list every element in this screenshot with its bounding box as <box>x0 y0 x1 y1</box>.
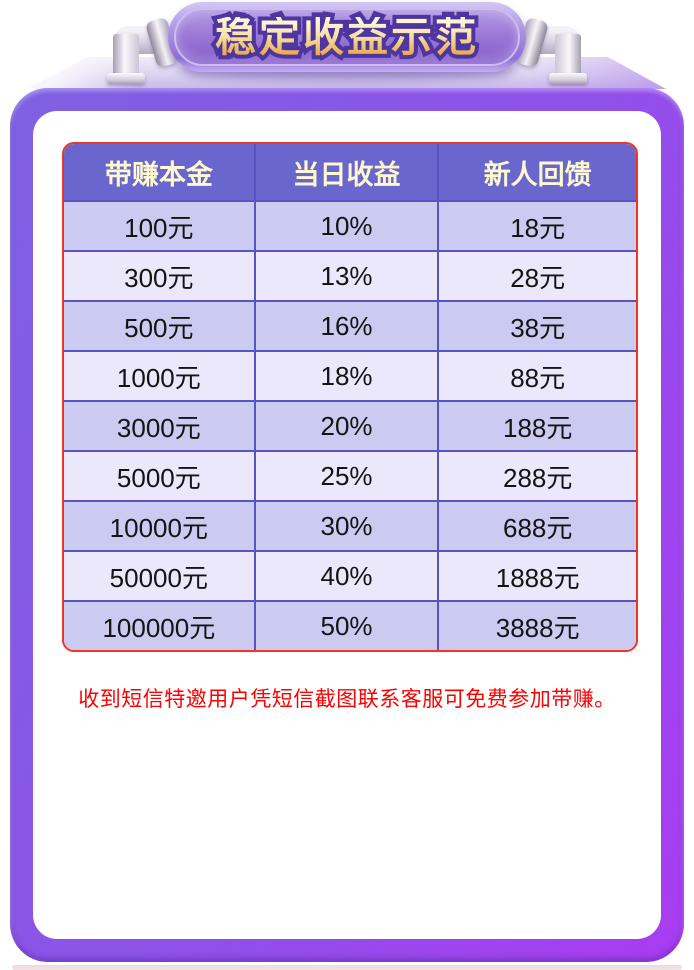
cell-newcomer-bonus: 38元 <box>510 312 566 343</box>
cell-principal: 3000元 <box>64 402 256 450</box>
table-row: 300元 13% 28元 <box>64 250 636 300</box>
pipe-flange-icon <box>107 73 145 84</box>
table-row: 50000元 40% 1888元 <box>64 550 636 600</box>
banner-title: 稳定收益示范 <box>215 13 479 60</box>
cell-newcomer-bonus: 688元 <box>502 512 573 543</box>
panel-frame: 带赚本金 当日收益 新人回馈 100元 10% 18元 300元 13% 28元… <box>10 88 684 962</box>
table-row: 5000元 25% 288元 <box>64 450 636 500</box>
header-cell-principal: 带赚本金 <box>64 144 256 200</box>
cell-principal: 500元 <box>64 302 256 350</box>
cell-newcomer-bonus: 3888元 <box>495 612 580 643</box>
cell-principal: 5000元 <box>64 452 256 500</box>
cell-newcomer-bonus: 88元 <box>510 362 566 393</box>
cell-daily-return: 40% <box>256 552 440 600</box>
cell-principal: 100000元 <box>64 602 256 650</box>
pipe-right <box>514 16 592 84</box>
cell-newcomer-bonus: 18元 <box>510 212 566 243</box>
table-row: 100000元 50% 3888元 <box>64 600 636 650</box>
banner-title-outline: 稳定收益示范 <box>211 12 480 61</box>
cell-daily-return: 30% <box>256 502 440 550</box>
pipe-flange-icon <box>549 73 587 84</box>
pipe-segment-icon <box>113 34 139 76</box>
title-banner: 稳定收益示范 稳定收益示范 <box>168 2 526 72</box>
table-row: 100元 10% 18元 <box>64 200 636 250</box>
cell-principal: 1000元 <box>64 352 256 400</box>
cell-newcomer-bonus: 28元 <box>510 262 566 293</box>
table-row: 3000元 20% 188元 <box>64 400 636 450</box>
cell-daily-return: 18% <box>256 352 440 400</box>
cell-principal: 100元 <box>64 202 256 250</box>
cell-newcomer-bonus: 188元 <box>502 412 573 443</box>
cell-daily-return: 13% <box>256 252 440 300</box>
cell-principal: 50000元 <box>64 552 256 600</box>
notice-text: 收到短信特邀用户凭短信截图联系客服可免费参加带赚。 <box>78 688 616 711</box>
cell-daily-return: 10% <box>256 202 440 250</box>
cell-daily-return: 16% <box>256 302 440 350</box>
cell-newcomer-bonus: 288元 <box>502 462 573 493</box>
table-row: 500元 16% 38元 <box>64 300 636 350</box>
income-table: 带赚本金 当日收益 新人回馈 100元 10% 18元 300元 13% 28元… <box>62 142 638 652</box>
pipe-left <box>102 16 180 84</box>
cell-daily-return: 50% <box>256 602 440 650</box>
cell-daily-return: 25% <box>256 452 440 500</box>
table-row: 1000元 18% 88元 <box>64 350 636 400</box>
pipe-segment-icon <box>555 34 581 76</box>
content-panel: 带赚本金 当日收益 新人回馈 100元 10% 18元 300元 13% 28元… <box>33 111 661 939</box>
cell-daily-return: 20% <box>256 402 440 450</box>
cell-newcomer-bonus: 1888元 <box>495 562 580 593</box>
bottom-edge <box>12 965 682 970</box>
table-header-row: 带赚本金 当日收益 新人回馈 <box>64 144 636 200</box>
header-cell-daily-return: 当日收益 <box>256 144 440 200</box>
header-cell-newcomer-bonus: 新人回馈 <box>483 159 592 190</box>
table-row: 10000元 30% 688元 <box>64 500 636 550</box>
cell-principal: 10000元 <box>64 502 256 550</box>
cell-principal: 300元 <box>64 252 256 300</box>
title-banner-inner: 稳定收益示范 稳定收益示范 <box>174 8 520 66</box>
